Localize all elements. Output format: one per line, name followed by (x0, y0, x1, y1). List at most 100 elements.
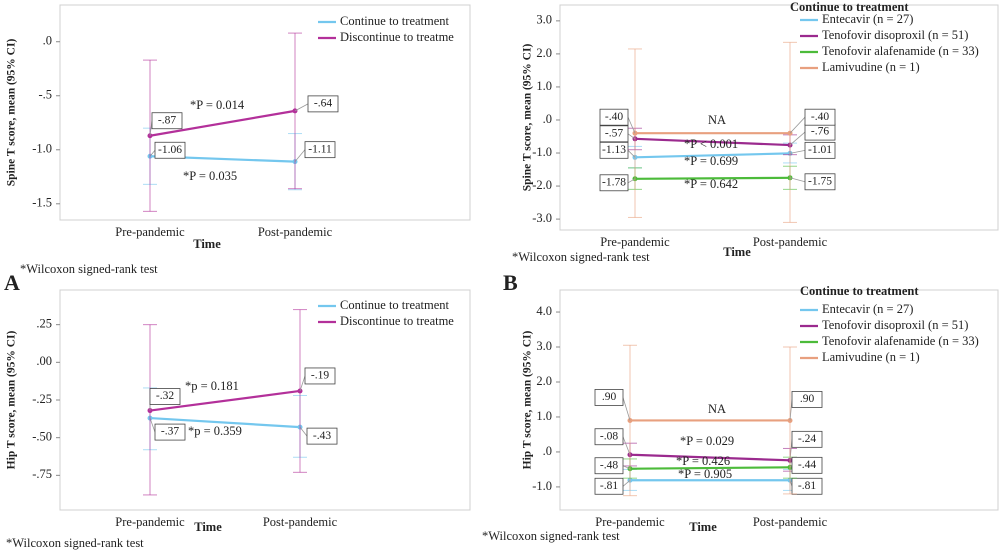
value-label: -1.01 (808, 144, 832, 156)
y-tick-label: -1.0 (32, 142, 52, 156)
annotation: *p = 0.359 (188, 424, 242, 438)
y-tick-label: .00 (36, 354, 52, 368)
label-box (594, 389, 624, 406)
series-line (634, 152, 791, 159)
legend-label: Tenofovir alafenamide (n = 33) (822, 44, 979, 58)
annotation: *P = 0.035 (183, 169, 237, 183)
x-tick-label: Pre-pandemic (115, 225, 185, 239)
y-tick-label: -.5 (38, 88, 52, 102)
value-label: -.81 (798, 480, 816, 492)
label-box (599, 141, 629, 159)
label-box (594, 477, 624, 495)
legend-label: Tenofovir disoproxil (n = 51) (822, 28, 968, 42)
legend-title: Continue to treatment (790, 0, 909, 14)
label-leader (622, 465, 631, 470)
x-tick-label: Pre-pandemic (600, 235, 670, 249)
y-tick-label: .0 (543, 112, 552, 126)
label-leader (789, 116, 806, 134)
value-label: -.57 (605, 127, 623, 139)
value-label: -.64 (314, 98, 332, 110)
panel-label: A (4, 270, 20, 295)
y-tick-label: 2.0 (536, 46, 552, 60)
y-tick-label: .0 (543, 444, 552, 458)
label-leader (294, 149, 306, 162)
y-tick-label: 3.0 (536, 13, 552, 27)
y-tick-label: 1.0 (536, 79, 552, 93)
series-line (149, 109, 296, 137)
x-tick-label: Pre-pandemic (595, 515, 665, 529)
annotation: NA (708, 113, 726, 127)
footnote: *Wilcoxon signed-rank test (20, 262, 158, 276)
label-leader (789, 177, 806, 183)
legend-label: Continue to treatment (340, 14, 450, 28)
annotation: *P = 0.014 (190, 98, 245, 112)
value-label: -1.75 (808, 175, 832, 187)
y-axis-title: Spine T score, mean (95% CI) (522, 44, 534, 192)
footnote: *Wilcoxon signed-rank test (512, 250, 650, 264)
value-label: -.32 (156, 390, 174, 402)
series-line (629, 453, 791, 462)
label-leader (627, 178, 636, 184)
label-leader (149, 417, 156, 433)
annotation: *P = 0.642 (684, 177, 738, 191)
annotation: *P = 0.426 (676, 454, 730, 468)
value-label: .90 (800, 393, 815, 405)
label-box (154, 141, 186, 159)
label-box (804, 173, 836, 191)
legend-label: Discontinue to treatme (340, 30, 454, 44)
series-line (149, 389, 301, 412)
label-box (307, 95, 339, 113)
label-box (791, 477, 823, 495)
annotation: *P = 0.699 (684, 154, 738, 168)
value-label: -.48 (600, 459, 618, 471)
x-tick-label: Post-pandemic (263, 515, 338, 529)
label-box (599, 108, 629, 126)
y-axis-title: Hip T score, mean (95% CI) (6, 331, 18, 470)
y-tick-label: -.75 (32, 467, 52, 481)
label-box (804, 141, 836, 159)
label-leader (299, 375, 306, 392)
label-leader (627, 150, 636, 158)
footnote: *Wilcoxon signed-rank test (482, 529, 620, 543)
y-tick-label: -3.0 (532, 211, 552, 225)
annotation: *p = 0.181 (185, 379, 239, 393)
x-tick-label: Post-pandemic (258, 225, 333, 239)
label-box (151, 112, 183, 130)
legend-label: Discontinue to treatme (340, 314, 454, 328)
label-box (304, 367, 336, 385)
value-label: .90 (602, 391, 617, 403)
value-label: -1.06 (158, 144, 182, 156)
value-label: -.24 (798, 433, 816, 445)
label-leader (789, 131, 806, 146)
x-axis-title: Time (723, 245, 751, 259)
value-label: -.81 (600, 480, 618, 492)
label-leader (627, 117, 636, 134)
value-label: -.08 (600, 430, 618, 442)
legend-label: Entecavir (n = 27) (822, 302, 913, 316)
label-box (304, 141, 336, 159)
label-box (791, 456, 823, 474)
label-leader (622, 397, 631, 421)
label-box (599, 174, 629, 192)
value-label: -.40 (811, 111, 829, 123)
label-leader (622, 436, 631, 455)
label-box (791, 430, 823, 448)
series-line (629, 466, 791, 470)
label-leader (789, 149, 806, 154)
y-tick-label: -2.0 (532, 178, 552, 192)
y-axis-title: Hip T score, mean (95% CI) (522, 331, 534, 470)
legend-label: Lamivudine (n = 1) (822, 60, 920, 74)
panel-label: B (503, 270, 518, 295)
label-box (594, 428, 624, 446)
y-tick-label: -.50 (32, 430, 52, 444)
legend-label: Continue to treatment (340, 298, 450, 312)
y-tick-label: 2.0 (536, 374, 552, 388)
x-tick-label: Pre-pandemic (115, 515, 185, 529)
legend-label: Tenofovir disoproxil (n = 51) (822, 318, 968, 332)
y-tick-label: -1.0 (532, 479, 552, 493)
label-leader (627, 133, 636, 140)
legend-label: Lamivudine (n = 1) (822, 350, 920, 364)
annotation: *P < 0.001 (684, 137, 738, 151)
x-axis-title: Time (193, 237, 221, 251)
